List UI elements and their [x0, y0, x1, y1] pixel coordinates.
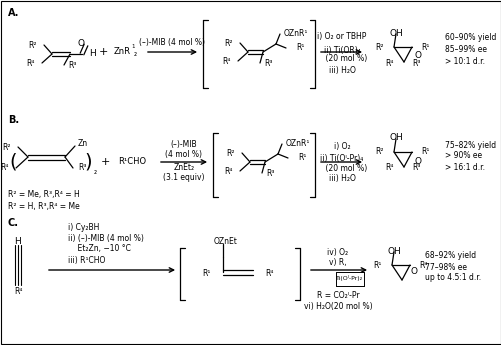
Text: R¹: R¹ [420, 42, 428, 51]
Text: > 90% ee: > 90% ee [444, 151, 481, 160]
Text: Zn: Zn [78, 139, 88, 148]
Text: R⁴: R⁴ [224, 167, 232, 176]
Text: up to 4.5:1 d.r.: up to 4.5:1 d.r. [424, 274, 480, 283]
Text: R²: R² [375, 148, 383, 157]
Text: OH: OH [388, 29, 402, 38]
Text: 60–90% yield: 60–90% yield [444, 33, 495, 42]
Text: R¹CHO: R¹CHO [118, 158, 146, 167]
Text: B.: B. [8, 115, 19, 125]
Text: R⁴: R⁴ [418, 260, 426, 269]
Text: 68–92% yield: 68–92% yield [424, 252, 475, 260]
Text: (20 mol %): (20 mol %) [316, 55, 367, 63]
Text: i) O₂: i) O₂ [333, 142, 350, 151]
Text: 85–99% ee: 85–99% ee [444, 46, 486, 55]
Text: Et₂Zn, −10 °C: Et₂Zn, −10 °C [68, 245, 131, 254]
Text: R³: R³ [411, 59, 420, 68]
Text: (–)-MIB (4 mol %): (–)-MIB (4 mol %) [139, 39, 204, 48]
Text: R¹: R¹ [202, 269, 210, 278]
Text: iv) O₂: iv) O₂ [327, 247, 348, 256]
Text: R⁴: R⁴ [385, 59, 393, 68]
Text: R³: R³ [264, 59, 272, 69]
Text: R³: R³ [68, 61, 76, 70]
Text: R³: R³ [266, 169, 274, 178]
Text: OH: OH [386, 246, 400, 256]
Text: > 10:1 d.r.: > 10:1 d.r. [444, 57, 484, 66]
Text: ii) Ti(OR)₄: ii) Ti(OR)₄ [323, 46, 360, 55]
Text: ): ) [84, 152, 92, 171]
Text: ZnR: ZnR [114, 48, 131, 57]
Text: 1: 1 [131, 44, 134, 49]
Text: R¹: R¹ [298, 154, 306, 162]
Text: A.: A. [8, 8, 20, 18]
Text: R⁴: R⁴ [1, 164, 9, 172]
Text: OZnR¹: OZnR¹ [283, 29, 308, 38]
Text: R² = H, R³,R⁴ = Me: R² = H, R³,R⁴ = Me [8, 201, 80, 210]
Text: O: O [414, 157, 421, 166]
Text: iii) H₂O: iii) H₂O [328, 66, 355, 75]
Text: H: H [90, 49, 96, 59]
Text: O: O [410, 267, 417, 276]
Text: O: O [78, 39, 85, 49]
Text: ₂: ₂ [134, 49, 137, 58]
Text: (–)-MIB: (–)-MIB [170, 140, 197, 149]
Text: i) O₂ or TBHP: i) O₂ or TBHP [317, 32, 366, 41]
Text: R²: R² [226, 148, 234, 158]
Text: ZnEt₂: ZnEt₂ [173, 164, 194, 172]
Text: R⁴: R⁴ [14, 286, 22, 296]
Text: OH: OH [388, 134, 402, 142]
Text: R²: R² [375, 42, 383, 51]
Text: R⁴: R⁴ [27, 59, 35, 68]
Text: R³: R³ [411, 164, 420, 172]
Text: 75–82% yield: 75–82% yield [444, 140, 495, 149]
Text: +: + [100, 157, 110, 167]
Text: ₂: ₂ [94, 167, 97, 176]
Text: iii) R¹CHO: iii) R¹CHO [68, 256, 105, 265]
Text: +: + [98, 47, 108, 57]
Text: C.: C. [8, 218, 19, 228]
Text: > 16:1 d.r.: > 16:1 d.r. [444, 162, 484, 171]
Text: R² = Me, R³,R⁴ = H: R² = Me, R³,R⁴ = H [8, 190, 80, 199]
Text: (3.1 equiv): (3.1 equiv) [163, 174, 204, 183]
Text: ii) (–)-MIB (4 mol %): ii) (–)-MIB (4 mol %) [68, 234, 144, 243]
Text: R²: R² [224, 39, 232, 48]
Text: R⁴: R⁴ [222, 57, 230, 66]
Text: R⁴: R⁴ [265, 269, 273, 278]
Text: R¹: R¹ [373, 260, 381, 269]
Text: R³: R³ [78, 164, 86, 172]
Text: i) Cy₂BH: i) Cy₂BH [68, 224, 99, 233]
Text: OZnEt: OZnEt [213, 237, 237, 246]
Text: R²: R² [3, 142, 11, 151]
Text: (20 mol %): (20 mol %) [316, 164, 367, 172]
Text: R²: R² [29, 40, 37, 49]
Text: iii) H₂O: iii) H₂O [328, 174, 355, 183]
Text: ii) Ti(Oᴵ-Pr)₄: ii) Ti(Oᴵ-Pr)₄ [320, 154, 363, 162]
Text: vi) H₂O(20 mol %): vi) H₂O(20 mol %) [303, 302, 372, 310]
Text: O: O [414, 51, 421, 60]
Text: R = CO₂ᴵ-Pr: R = CO₂ᴵ-Pr [316, 290, 359, 299]
Text: 77–98% ee: 77–98% ee [424, 263, 466, 272]
Text: OZnR¹: OZnR¹ [285, 138, 310, 148]
Text: R¹: R¹ [420, 148, 428, 157]
Text: H: H [15, 237, 22, 246]
Text: Ti(Oᴵ-Pr)₂: Ti(Oᴵ-Pr)₂ [336, 275, 363, 281]
Text: (4 mol %): (4 mol %) [165, 149, 202, 158]
Text: v) R,: v) R, [329, 257, 346, 266]
Text: R⁴: R⁴ [385, 164, 393, 172]
Text: R¹: R¹ [296, 43, 304, 52]
Text: (: ( [9, 152, 17, 171]
